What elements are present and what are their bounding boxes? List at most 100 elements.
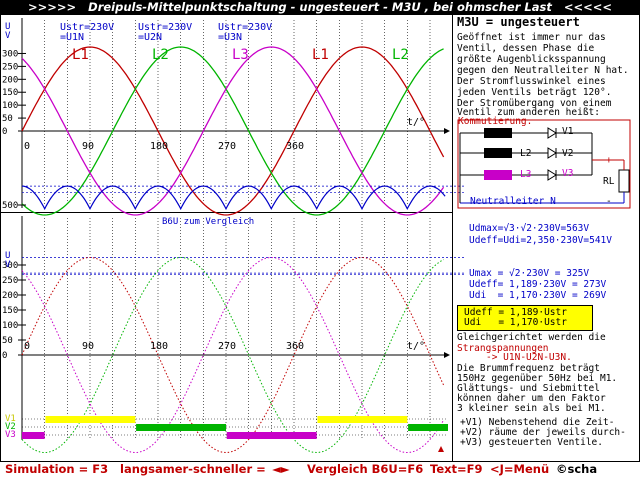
speed-key-label[interactable]: langsamer-schneller = bbox=[120, 462, 270, 476]
circuit-l3-label: L3 bbox=[520, 169, 532, 180]
ripple-line: Glättungs- und Siebmittel bbox=[457, 383, 600, 394]
text-key[interactable]: Text=F9 bbox=[430, 462, 483, 476]
l2-block bbox=[484, 148, 512, 158]
function-key-bar bbox=[0, 461, 640, 481]
wave-label: L1 bbox=[72, 47, 89, 63]
desc-line: Ventil, dessen Phase die bbox=[457, 43, 595, 54]
circuit-minus-label: - bbox=[606, 196, 612, 207]
compare-b6u-key[interactable]: Vergleich B6U=F6 bbox=[307, 462, 424, 476]
box-udi: Udi = 1,170·Ustr bbox=[464, 317, 567, 328]
y-tick-label: 0 bbox=[2, 351, 7, 361]
circuit-l2-label: L2 bbox=[520, 148, 532, 159]
ripple-line: können daher um den Faktor bbox=[457, 393, 606, 404]
diode-v1-icon bbox=[547, 127, 557, 139]
formula-highlight-box: Udeff = 1,189·Ustr Udi = 1,170·Ustr bbox=[457, 305, 593, 331]
ripple-line: 3 kleiner sein als bei M1. bbox=[457, 403, 606, 414]
x-tick-label: 90 bbox=[82, 341, 94, 352]
phase-voltage-label: =U2N bbox=[138, 32, 162, 43]
bottom-plot-grid bbox=[18, 185, 466, 440]
window-title: >>>>> Dreipuls-Mittelpunktschaltung - un… bbox=[0, 0, 640, 14]
y-tick-label: 150 bbox=[2, 306, 18, 316]
x-axis-arrow-icon bbox=[444, 128, 450, 134]
phase-voltage-label: Ustr=230V bbox=[60, 22, 114, 33]
y-tick-label: 50 bbox=[2, 114, 13, 124]
top-plot-grid bbox=[18, 18, 450, 208]
circuit-v1-label: V1 bbox=[562, 126, 574, 137]
x-axis-arrow-icon bbox=[444, 352, 450, 358]
valve-note-line: +V2) räume der jeweils durch- bbox=[460, 427, 626, 438]
circuit-v2-label: V2 bbox=[562, 148, 574, 159]
top-plot-labels: 300 250 200 150 100 50 0 UV 0 90 180 270 360 t/° Ustr=… bbox=[2, 22, 425, 152]
x-axis-label: t/° bbox=[407, 341, 425, 352]
phase-voltage-label: =U1N bbox=[60, 32, 84, 43]
y-tick-label: 300 bbox=[2, 261, 18, 271]
valve-v3-conduction-bar bbox=[22, 432, 45, 439]
box-udeff: Udeff = 1,189·Ustr bbox=[464, 307, 567, 318]
circuit-l1-label: L1 bbox=[487, 128, 499, 139]
l1-block bbox=[484, 128, 512, 138]
circuit-v3-label: V3 bbox=[562, 168, 574, 179]
y-axis-unit: V bbox=[5, 260, 11, 270]
l2-wave-dotted bbox=[21, 256, 444, 454]
kommutierung-label: Kommutierung. bbox=[458, 116, 533, 127]
l2-wave bbox=[21, 46, 444, 216]
diode-v2-icon bbox=[547, 147, 557, 159]
desc-line: Der Stromflusswinkel eines bbox=[457, 76, 606, 87]
neutral-label: Neutralleiter N bbox=[470, 196, 556, 207]
simulation-key[interactable]: Simulation = F3 bbox=[5, 462, 109, 476]
y-tick-label: 0 bbox=[2, 127, 7, 137]
phase-voltage-label: =U3N bbox=[218, 32, 242, 43]
valve-note-line: +V1) Nebenstehend die Zeit- bbox=[460, 417, 615, 428]
y-tick-label: 250 bbox=[2, 62, 18, 72]
umax-formula: Umax = √2·230V = 325V bbox=[469, 268, 590, 279]
x-tick-label: 0 bbox=[24, 141, 30, 152]
wave-label: L2 bbox=[152, 47, 169, 63]
sidebar-heading: M3U = ungesteuert bbox=[457, 15, 580, 29]
top-plot-waves bbox=[21, 46, 445, 216]
copyright-label: ©scha bbox=[556, 462, 598, 476]
valve-row-label: V2 bbox=[5, 422, 16, 432]
phase-voltage-label: Ustr=230V bbox=[138, 22, 192, 33]
phase-voltage-label: Ustr=230V bbox=[218, 22, 272, 33]
x-tick-label: 90 bbox=[82, 141, 94, 152]
y-tick-label: 150 bbox=[2, 88, 18, 98]
circuit-frame bbox=[457, 119, 631, 209]
y-axis-unit: V bbox=[5, 31, 11, 41]
desc-line: Der Stromübergang von einem bbox=[457, 98, 612, 109]
desc-line: gegen den Neutralleiter N hat. bbox=[457, 65, 629, 76]
ripple-line: Die Brummfrequenz beträgt bbox=[457, 363, 600, 374]
strang-label: Strangspannungen bbox=[457, 343, 549, 354]
desc-line: größte Augenblicksspannung bbox=[457, 54, 606, 65]
y-tick-label: 200 bbox=[2, 291, 18, 301]
ripple-line: 150Hz gegenüber 50Hz bei M1. bbox=[457, 373, 618, 384]
x-tick-label: 360 bbox=[286, 141, 304, 152]
y-tick-label: 500 bbox=[2, 201, 18, 211]
x-tick-label: 270 bbox=[218, 341, 236, 352]
y-tick-label: 200 bbox=[2, 75, 18, 85]
desc-line: Ventil zum anderen heißt: bbox=[457, 107, 600, 118]
l3-wave bbox=[21, 46, 445, 216]
strang-sequence: -> U1N-U2N-U3N. bbox=[486, 352, 572, 363]
l3-block bbox=[484, 170, 512, 180]
y-axis-unit: U bbox=[5, 251, 10, 261]
valve-row-label: V3 bbox=[5, 430, 16, 440]
l1-wave-dotted bbox=[21, 256, 445, 454]
x-tick-label: 180 bbox=[150, 141, 168, 152]
b6u-comparison-label: B6U zum Vergleich bbox=[162, 217, 254, 227]
circuit-plus-label: + bbox=[606, 155, 612, 166]
diode-v3-icon bbox=[547, 169, 557, 181]
y-tick-label: 300 bbox=[2, 49, 18, 59]
x-axis-label: t/° bbox=[407, 117, 425, 128]
x-tick-label: 360 bbox=[286, 341, 304, 352]
valve-v2-conduction-bar bbox=[136, 424, 226, 431]
udeff-b6u-formula: Udeff=Udi=2,350·230V=541V bbox=[469, 235, 612, 246]
valve-v3-conduction-bar bbox=[226, 432, 317, 439]
speed-arrow-keys-icon[interactable]: ◄► bbox=[272, 462, 290, 476]
bottom-plot-waves bbox=[21, 185, 446, 454]
x-tick-label: 180 bbox=[150, 341, 168, 352]
y-tick-label: 100 bbox=[2, 321, 18, 331]
b6u-ripple-wave bbox=[21, 185, 446, 211]
menu-key[interactable]: <J=Menü bbox=[490, 462, 550, 476]
